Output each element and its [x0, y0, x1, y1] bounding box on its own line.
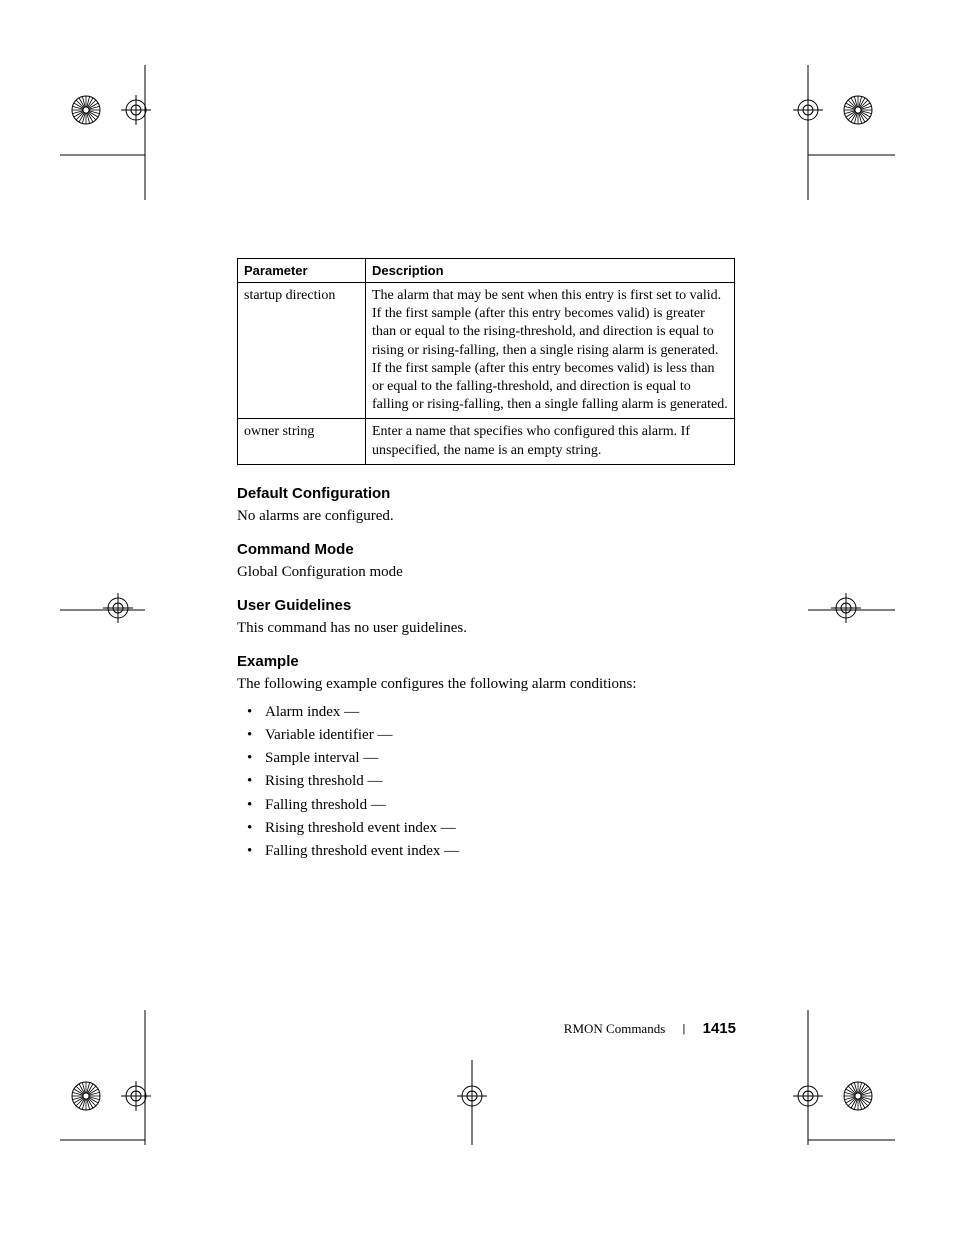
- text-user-guidelines: This command has no user guidelines.: [237, 618, 735, 639]
- parameter-table: Parameter Description startup direction …: [237, 258, 735, 465]
- registration-mark-icon: [118, 1078, 154, 1114]
- text-default-configuration: No alarms are configured.: [237, 506, 735, 527]
- table-cell-param: startup direction: [238, 283, 366, 419]
- list-item: Alarm index —: [265, 701, 735, 724]
- text-example: The following example configures the fol…: [237, 674, 735, 695]
- footer-separator-icon: |: [683, 1023, 686, 1035]
- table-cell-desc: Enter a name that specifies who configur…: [366, 419, 735, 464]
- table-row: startup direction The alarm that may be …: [238, 283, 735, 419]
- registration-mark-icon: [790, 1078, 826, 1114]
- registration-mark-icon: [454, 1078, 490, 1114]
- list-item: Falling threshold event index —: [265, 840, 735, 863]
- list-item: Variable identifier —: [265, 724, 735, 747]
- list-item: Rising threshold —: [265, 770, 735, 793]
- table-cell-param: owner string: [238, 419, 366, 464]
- registration-mark-icon: [790, 92, 826, 128]
- heading-command-mode: Command Mode: [237, 541, 735, 558]
- footer-section-name: RMON Commands: [564, 1021, 665, 1036]
- registration-mark-icon: [68, 1078, 104, 1114]
- list-item: Sample interval —: [265, 747, 735, 770]
- table-header-parameter: Parameter: [238, 259, 366, 283]
- page-footer: RMON Commands | 1415: [564, 1020, 736, 1037]
- text-command-mode: Global Configuration mode: [237, 562, 735, 583]
- list-item: Rising threshold event index —: [265, 817, 735, 840]
- table-row: owner string Enter a name that specifies…: [238, 419, 735, 464]
- example-bullet-list: Alarm index — Variable identifier — Samp…: [237, 701, 735, 864]
- registration-mark-icon: [828, 590, 864, 626]
- registration-mark-icon: [118, 92, 154, 128]
- page-content: Parameter Description startup direction …: [237, 258, 735, 863]
- footer-page-number: 1415: [703, 1020, 736, 1037]
- heading-user-guidelines: User Guidelines: [237, 597, 735, 614]
- registration-mark-icon: [840, 1078, 876, 1114]
- table-header-description: Description: [366, 259, 735, 283]
- list-item: Falling threshold —: [265, 794, 735, 817]
- registration-mark-icon: [840, 92, 876, 128]
- registration-mark-icon: [68, 92, 104, 128]
- table-cell-desc: The alarm that may be sent when this ent…: [366, 283, 735, 419]
- heading-example: Example: [237, 653, 735, 670]
- registration-mark-icon: [100, 590, 136, 626]
- heading-default-configuration: Default Configuration: [237, 485, 735, 502]
